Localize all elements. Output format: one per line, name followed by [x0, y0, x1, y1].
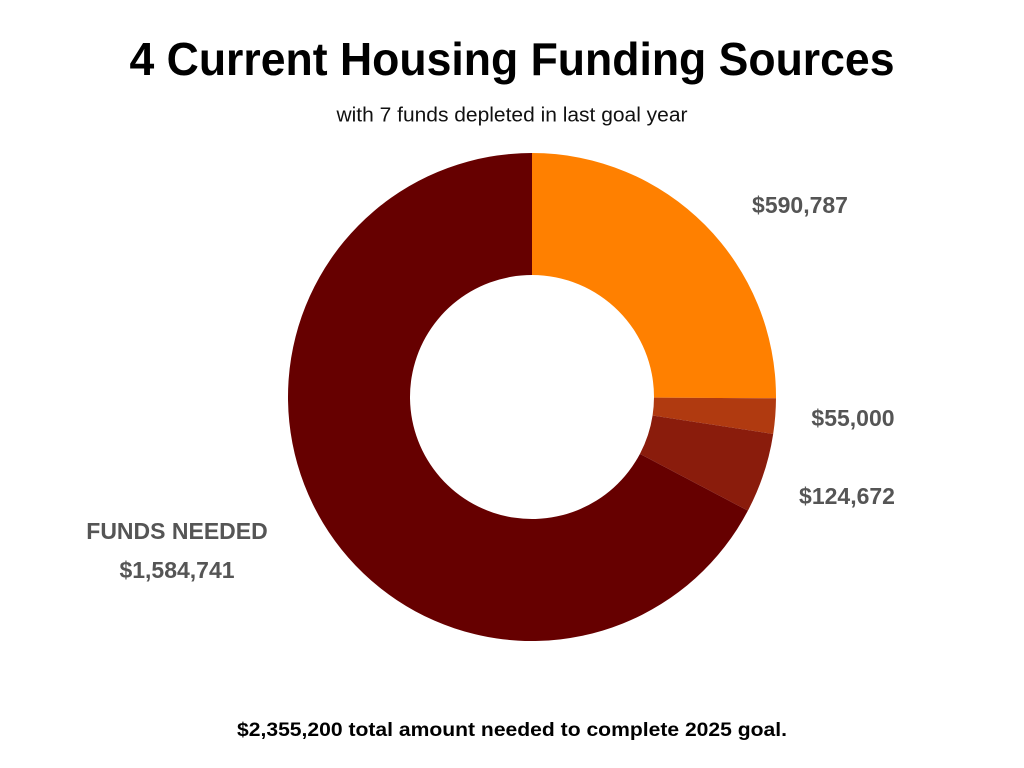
footer-note: $2,355,200 total amount needed to comple…: [237, 720, 787, 741]
value-label: $590,787: [752, 192, 848, 218]
donut-slice: [287, 153, 748, 641]
donut-slice: [652, 397, 776, 434]
donut-slice: [639, 415, 774, 511]
chart-title: 4 Current Housing Funding Sources: [130, 33, 895, 85]
category-label: FUNDS NEEDED: [86, 518, 267, 544]
value-label: $55,000: [811, 405, 894, 431]
value-label: $1,584,741: [119, 557, 234, 583]
donut-slice: [532, 153, 777, 399]
value-label: $124,672: [799, 483, 895, 509]
chart-subtitle: with 7 funds depleted in last goal year: [335, 104, 687, 126]
